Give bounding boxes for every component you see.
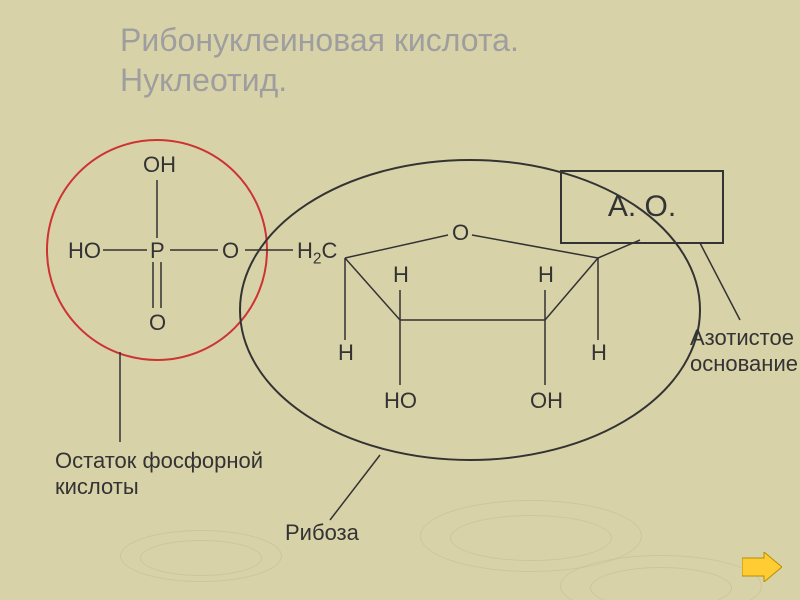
ripple: [140, 540, 262, 576]
slide-title-line2: Нуклеотид.: [120, 62, 287, 99]
atom-p: P: [150, 238, 165, 264]
atom-h-bl: H: [338, 340, 354, 366]
ribose-label: Рибоза: [285, 520, 359, 546]
atom-h-tl: H: [393, 262, 409, 288]
atom-h2c-c: C: [321, 238, 337, 263]
phosphate-label-1: Остаток фосфорной: [55, 448, 263, 474]
nitrogen-base-box: А. О.: [560, 170, 724, 244]
atom-h2c-h: H: [297, 238, 313, 263]
atom-o-bottom: O: [149, 310, 166, 336]
atom-h-br: H: [591, 340, 607, 366]
phosphate-label-2: кислоты: [55, 474, 139, 500]
ao-label: А. О.: [608, 190, 676, 224]
slide-title-line1: Рибонуклеиновая кислота.: [120, 22, 519, 59]
ripple: [420, 500, 642, 572]
atom-ho-bl: HO: [384, 388, 417, 414]
ripple: [590, 567, 732, 600]
atom-ho-left: HO: [68, 238, 101, 264]
atom-oh-top: OH: [143, 152, 176, 178]
atom-o-right: O: [222, 238, 239, 264]
ripple: [560, 555, 762, 600]
arrow-right-icon: [742, 552, 782, 582]
ripple: [120, 530, 282, 582]
atom-h-tr: H: [538, 262, 554, 288]
atom-oh-br: OH: [530, 388, 563, 414]
atom-o-ring: O: [452, 220, 469, 246]
atom-h2c: H2C: [297, 238, 337, 268]
ripple: [450, 515, 612, 561]
nbase-label-2: основание: [690, 351, 798, 377]
next-slide-button[interactable]: [742, 552, 782, 582]
nbase-label-1: Азотистое: [690, 325, 794, 351]
